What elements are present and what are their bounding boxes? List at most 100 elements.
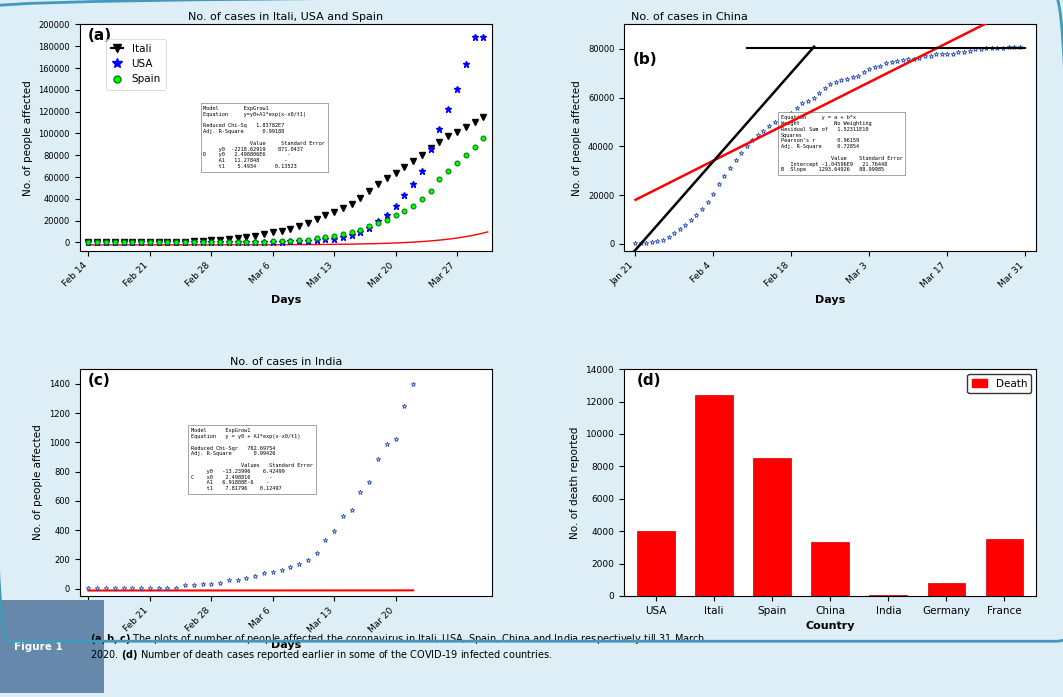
Bar [754, 458, 791, 596]
USA [424, 145, 437, 153]
Itali [398, 163, 410, 171]
USA [170, 238, 183, 247]
Itali [275, 227, 288, 236]
Text: (b): (b) [632, 52, 657, 67]
Spain [152, 238, 165, 247]
Itali [144, 238, 156, 247]
Itali [442, 132, 455, 140]
Spain [468, 142, 480, 151]
Itali [292, 222, 305, 230]
Itali [362, 187, 375, 195]
Itali [372, 180, 385, 188]
Itali [327, 208, 340, 216]
Spain [179, 238, 191, 247]
Spain [337, 229, 350, 238]
USA [162, 238, 174, 247]
USA [135, 238, 148, 247]
Bar [985, 539, 1024, 596]
Itali [152, 238, 165, 246]
Bar [811, 542, 849, 596]
Spain [433, 175, 445, 183]
Itali [345, 199, 358, 208]
Spain [319, 233, 332, 241]
Spain [170, 238, 183, 247]
Itali [302, 219, 315, 227]
Spain [162, 238, 174, 247]
Y-axis label: No. of people affected: No. of people affected [572, 80, 583, 196]
Spain [398, 207, 410, 215]
Spain [372, 219, 385, 227]
Spain [442, 167, 455, 175]
Itali [354, 194, 367, 202]
Itali [197, 236, 209, 245]
USA [126, 238, 139, 247]
Spain [91, 238, 104, 247]
USA [337, 233, 350, 242]
USA [197, 238, 209, 247]
Spain [275, 237, 288, 245]
Text: $\bf{(a,b,c)}$ The plots of number of people affected the coronavirus in Itali, : $\bf{(a,b,c)}$ The plots of number of pe… [90, 631, 706, 662]
Itali [468, 118, 480, 126]
USA [100, 238, 113, 247]
USA [249, 238, 261, 246]
USA [117, 238, 130, 247]
Text: (a): (a) [88, 28, 112, 43]
Spain [389, 210, 402, 219]
Spain [302, 236, 315, 244]
Spain [257, 238, 270, 246]
Bar [637, 531, 675, 596]
Itali [389, 169, 402, 177]
Spain [310, 233, 323, 242]
Spain [292, 236, 305, 244]
Spain [267, 237, 280, 245]
USA [319, 236, 332, 244]
Itali [170, 238, 183, 246]
Itali [117, 238, 130, 247]
Spain [135, 238, 148, 247]
USA [433, 125, 445, 133]
USA [232, 238, 244, 247]
USA [205, 238, 218, 247]
USA [381, 210, 393, 219]
Spain [232, 238, 244, 247]
Text: No. of cases in China: No. of cases in China [624, 13, 748, 22]
Legend: Itali, USA, Spain: Itali, USA, Spain [105, 38, 166, 89]
Itali [240, 233, 253, 242]
Spain [381, 216, 393, 224]
USA [302, 236, 315, 245]
USA [345, 231, 358, 240]
Line: Itali: Itali [86, 114, 486, 245]
Spain [327, 231, 340, 240]
Itali [477, 113, 490, 121]
Spain [354, 226, 367, 234]
USA [275, 238, 288, 246]
Itali [205, 236, 218, 245]
Spain [249, 238, 261, 246]
Itali [82, 238, 95, 247]
USA [372, 217, 385, 226]
Itali [416, 151, 428, 159]
Line: Spain: Spain [86, 135, 486, 245]
USA [354, 228, 367, 236]
Spain [407, 202, 420, 210]
Itali [257, 230, 270, 238]
USA [187, 238, 200, 247]
Itali [337, 204, 350, 213]
USA [389, 202, 402, 210]
USA [267, 238, 280, 246]
USA [214, 238, 226, 247]
Title: No. of cases in India: No. of cases in India [230, 357, 342, 367]
Itali [232, 234, 244, 243]
Itali [187, 237, 200, 245]
Spain [222, 238, 235, 247]
Spain [240, 238, 253, 246]
USA [310, 236, 323, 244]
USA [108, 238, 121, 247]
Spain [284, 236, 297, 245]
Spain [214, 238, 226, 247]
USA [468, 33, 480, 42]
Bar [928, 583, 965, 596]
Itali [433, 137, 445, 146]
USA [477, 33, 490, 42]
Spain [187, 238, 200, 247]
